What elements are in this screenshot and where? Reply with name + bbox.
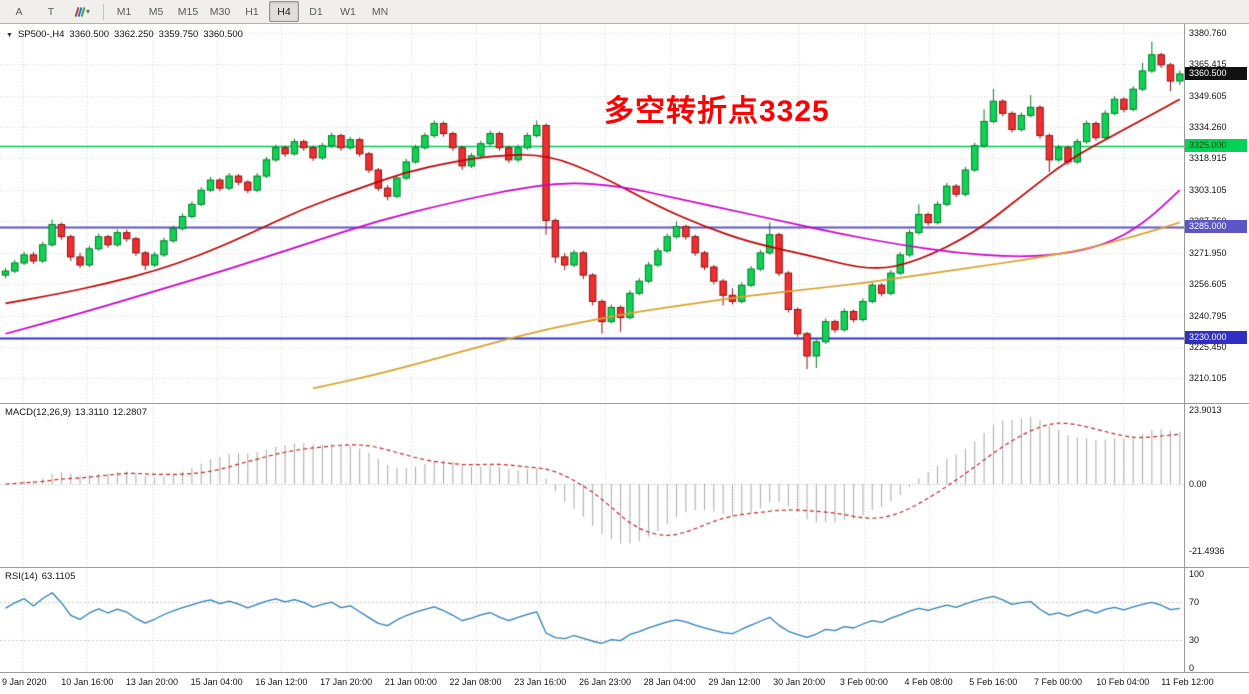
timeframe-button-h1[interactable]: H1 [245, 5, 259, 18]
time-scale-label: 23 Jan 16:00 [514, 677, 567, 687]
time-scale-label: 28 Jan 04:00 [643, 677, 696, 687]
price-scale-tick: 3210.105 [1189, 372, 1227, 383]
time-scale-label: 5 Feb 16:00 [969, 677, 1018, 687]
rsi-name: RSI(14) [5, 571, 38, 582]
symbol-name: SP500-,H4 [17, 29, 65, 40]
price-scale[interactable] [1184, 24, 1249, 672]
price-scale-tick: 3334.260 [1189, 122, 1227, 132]
time-scale-label: 17 Jan 20:00 [320, 677, 373, 687]
ohlc-open: 3360.500 [69, 29, 110, 40]
rsi-indicator-label: RSI(14) 63.1105 [5, 571, 79, 582]
macd-name: MACD(12,26,9) [5, 407, 71, 418]
ohlc-close: 3360.500 [203, 29, 243, 40]
ohlc-high: 3362.250 [114, 29, 154, 40]
time-scale-label: 10 Feb 04:00 [1096, 677, 1150, 687]
timeframe-button-group: M1 M5 M15 M30 H1 H4 D1 W1 MN [108, 1, 396, 22]
macd-scale-tick: 23.9013 [1189, 404, 1222, 415]
macd-value-main: 13.3110 [75, 407, 109, 418]
time-scale[interactable] [0, 672, 1249, 694]
hline-price-tag[interactable]: 3325.000 [1185, 139, 1247, 153]
timeframe-button-d1[interactable]: D1 [309, 5, 323, 18]
colors-tool-button[interactable]: ▾ [68, 1, 98, 22]
chart-annotation-text[interactable]: 多空转折点3325 [604, 95, 830, 128]
time-scale-label: 29 Jan 12:00 [708, 677, 761, 687]
symbol-info: ▼ SP500-,H4 3360.500 3362.250 3359.750 3… [6, 29, 243, 40]
timeframe-button-w1[interactable]: W1 [340, 5, 356, 18]
timeframe-button-h4[interactable]: H4 [269, 1, 299, 22]
rsi-scale-tick: 100 [1189, 569, 1205, 579]
chevron-down-icon: ▾ [85, 7, 90, 16]
toolbar-separator [103, 3, 104, 20]
ohlc-low: 3359.750 [158, 29, 199, 40]
timeframe-button-m30[interactable]: M30 [209, 5, 231, 18]
price-scale-tick: 3240.795 [1189, 310, 1227, 321]
palette-icon [74, 6, 86, 17]
rsi-panel-separator[interactable] [0, 567, 1249, 568]
time-scale-label: 16 Jan 12:00 [255, 677, 308, 687]
rsi-scale-tick: 30 [1189, 634, 1200, 645]
time-scale-label: 4 Feb 08:00 [904, 677, 953, 687]
time-scale-label: 21 Jan 00:00 [384, 677, 437, 687]
price-scale-tick: 3271.950 [1189, 247, 1227, 258]
timeframe-button-m15[interactable]: M15 [177, 5, 199, 18]
macd-panel-separator[interactable] [0, 403, 1249, 404]
time-scale-label: 13 Jan 20:00 [125, 677, 178, 687]
rsi-value: 63.1105 [41, 571, 76, 582]
price-scale-tick: 3303.105 [1189, 184, 1227, 195]
time-scale-label: 11 Feb 12:00 [1161, 677, 1214, 687]
time-scale-label: 7 Feb 00:00 [1033, 677, 1083, 687]
price-scale-tick: 3380.760 [1189, 28, 1227, 38]
time-scale-label: 10 Jan 16:00 [61, 677, 114, 687]
timeframe-button-m5[interactable]: M5 [148, 5, 164, 18]
price-scale-tick: 3256.605 [1189, 278, 1227, 289]
macd-scale-tick: -21.4936 [1189, 545, 1225, 556]
annotation-tool-button[interactable]: A [15, 5, 23, 18]
rsi-scale-tick: 0 [1189, 663, 1195, 673]
rsi-scale-tick: 70 [1189, 597, 1200, 608]
current-price-tag: 3360.500 [1185, 67, 1247, 81]
time-scale-label: 9 Jan 2020 [2, 677, 47, 687]
time-scale-label: 3 Feb 00:00 [839, 677, 888, 687]
macd-scale-tick: 0.00 [1189, 479, 1207, 489]
time-scale-label: 15 Jan 04:00 [190, 677, 243, 687]
text-tool-button[interactable]: T [47, 5, 55, 18]
time-scale-label: 30 Jan 20:00 [773, 677, 826, 687]
toolbar: A T ▾ M1 M5 M15 M30 H1 H4 D1 W1 MN [0, 0, 1249, 24]
time-scale-label: 26 Jan 23:00 [578, 677, 631, 687]
macd-indicator-label: MACD(12,26,9) 13.3110 12.2807 [5, 407, 151, 418]
macd-value-signal: 12.2807 [112, 407, 147, 418]
price-scale-tick: 3349.605 [1189, 90, 1227, 101]
hline-price-tag[interactable]: 3285.000 [1185, 220, 1247, 234]
timeframe-button-mn[interactable]: MN [371, 5, 389, 18]
price-scale-tick: 3365.415 [1189, 59, 1227, 70]
price-scale-tick: 3318.915 [1189, 153, 1227, 164]
timeframe-button-m1[interactable]: M1 [116, 5, 132, 18]
time-scale-label: 22 Jan 08:00 [449, 677, 502, 687]
hline-price-tag[interactable]: 3230.000 [1185, 331, 1247, 345]
price-scale-tick: 3225.450 [1189, 341, 1227, 352]
collapse-icon[interactable]: ▼ [6, 32, 13, 39]
